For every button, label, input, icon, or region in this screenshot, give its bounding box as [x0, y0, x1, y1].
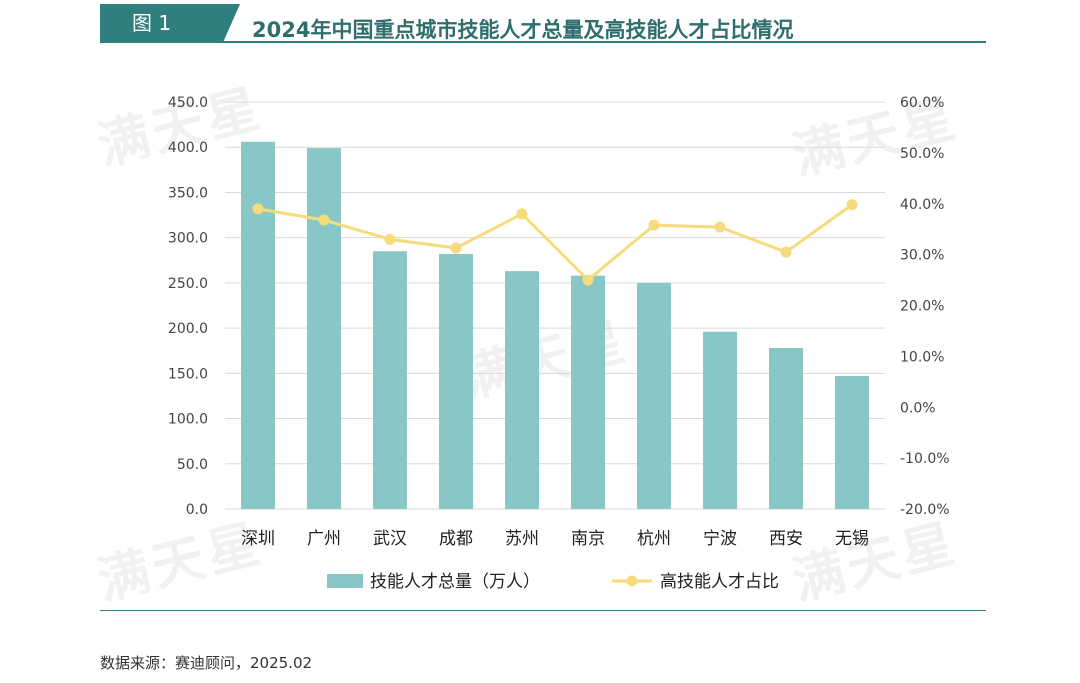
line-point [450, 242, 462, 254]
y-right-tick-label: 60.0% [900, 95, 944, 111]
line-point [252, 203, 264, 215]
x-tick-label: 苏州 [505, 529, 539, 549]
line-point [384, 233, 396, 245]
x-tick-label: 深圳 [241, 529, 275, 549]
y-left-tick-label: 0.0 [186, 502, 208, 518]
x-tick-label: 成都 [439, 529, 473, 549]
x-tick-label: 无锡 [835, 529, 869, 549]
y-left-tick-label: 450.0 [168, 95, 208, 111]
y-right-tick-label: 20.0% [900, 299, 944, 315]
bar [241, 141, 275, 509]
line-point [714, 221, 726, 233]
y-right-tick-label: 30.0% [900, 248, 944, 264]
x-tick-label: 杭州 [637, 529, 671, 549]
y-right-tick-label: 50.0% [900, 146, 944, 162]
x-tick-label: 宁波 [703, 529, 737, 549]
bar [637, 282, 671, 509]
x-tick-label: 西安 [769, 529, 803, 549]
line-point [318, 214, 330, 226]
legend-line-marker [626, 575, 638, 587]
y-right-tick-label: -20.0% [900, 502, 950, 518]
line-point [516, 208, 528, 220]
header-rule [100, 41, 986, 43]
source-note: 数据来源：赛迪顾问，2025.02 [100, 654, 313, 672]
line-point [582, 274, 594, 286]
legend-bar-swatch [327, 574, 363, 588]
legend-line-label: 高技能人才占比 [660, 572, 779, 592]
line-point [846, 199, 858, 211]
y-right-tick-label: 40.0% [900, 197, 944, 213]
y-left-tick-label: 300.0 [168, 231, 208, 247]
bar [439, 253, 473, 509]
bar [703, 331, 737, 509]
y-left-tick-label: 100.0 [168, 412, 208, 428]
bar [769, 348, 803, 509]
chart-title: 2024年中国重点城市技能人才总量及高技能人才占比情况 [252, 18, 794, 42]
footer-rule [100, 610, 986, 611]
bar [505, 271, 539, 509]
line-series [257, 203, 853, 282]
figure-label: 图 1 [100, 4, 240, 42]
bar [571, 275, 605, 509]
y-left-tick-label: 150.0 [168, 366, 208, 382]
bar [307, 148, 341, 510]
y-right-tick-label: -10.0% [900, 451, 950, 467]
legend-bar-label: 技能人才总量（万人） [370, 572, 540, 592]
y-left-tick-label: 400.0 [168, 140, 208, 156]
y-right-tick-label: 10.0% [900, 349, 944, 365]
y-left-tick-label: 50.0 [177, 457, 208, 473]
y-left-tick-label: 250.0 [168, 276, 208, 292]
line-point [648, 219, 660, 231]
bar [373, 251, 407, 509]
y-left-tick-label: 200.0 [168, 321, 208, 337]
line-point [780, 246, 792, 258]
y-right-tick-label: 0.0% [900, 400, 936, 416]
bar [835, 376, 869, 509]
x-tick-label: 武汉 [373, 529, 407, 549]
x-tick-label: 广州 [307, 529, 341, 549]
x-tick-label: 南京 [571, 529, 605, 549]
y-left-tick-label: 350.0 [168, 185, 208, 201]
